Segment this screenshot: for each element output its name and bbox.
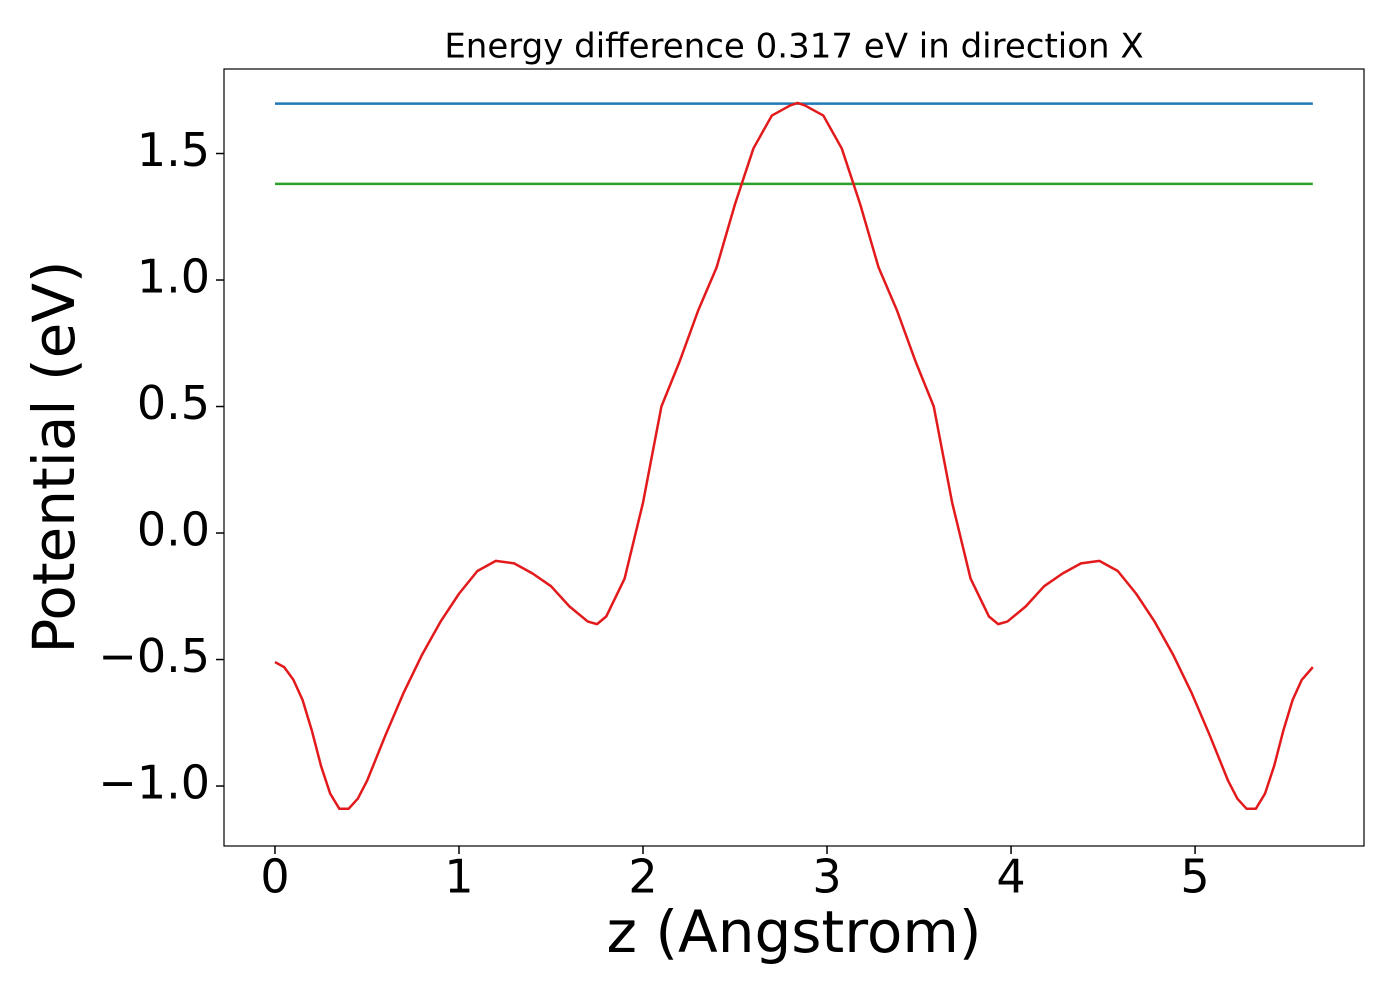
- y-tick-label: 0.0: [137, 503, 210, 557]
- y-axis-label: Potential (eV): [20, 260, 88, 653]
- y-tick-label: 1.0: [137, 250, 210, 304]
- y-tick-label: 0.5: [137, 376, 210, 430]
- x-axis-label: z (Angstrom): [607, 898, 982, 966]
- x-tick-label: 5: [1180, 850, 1209, 904]
- plot-frame: [223, 68, 1365, 847]
- x-tick-label: 0: [260, 850, 289, 904]
- x-tick-label: 3: [812, 850, 841, 904]
- y-tick-label: −1.0: [98, 756, 210, 810]
- x-tick-label: 2: [628, 850, 657, 904]
- x-tick-label: 4: [996, 850, 1025, 904]
- chart-title: Energy difference 0.317 eV in direction …: [444, 27, 1143, 67]
- y-tick-label: 1.5: [137, 123, 210, 177]
- y-tick-label: −0.5: [98, 629, 210, 683]
- x-tick-label: 1: [444, 850, 473, 904]
- series-line: [274, 101, 1314, 811]
